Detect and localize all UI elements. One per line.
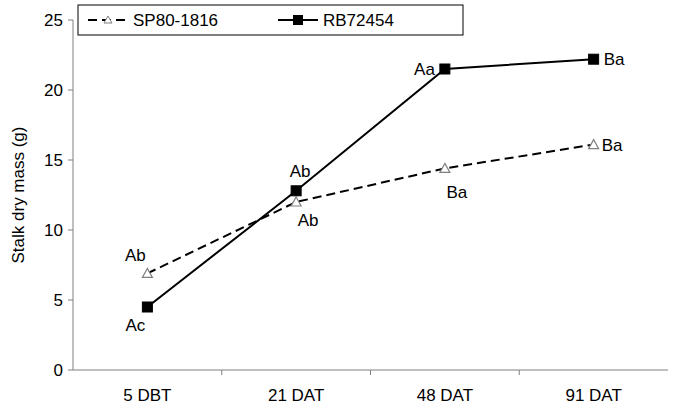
legend-label: RB72454 xyxy=(323,11,394,30)
y-tick xyxy=(68,20,73,21)
y-tick-label: 10 xyxy=(44,221,63,240)
x-tick xyxy=(221,370,222,375)
point-annotation: Ba xyxy=(602,136,623,155)
legend-marker xyxy=(104,16,112,23)
point-annotation: Aa xyxy=(414,60,435,79)
marker xyxy=(291,186,301,196)
marker xyxy=(440,64,450,74)
y-axis xyxy=(73,20,74,370)
x-tick-label: 21 DAT xyxy=(268,386,324,405)
legend-marker xyxy=(293,15,303,25)
marker xyxy=(440,163,450,172)
x-tick xyxy=(370,370,371,375)
legend-label: SP80-1816 xyxy=(133,11,218,30)
series-line xyxy=(147,59,593,307)
point-annotation: Ba xyxy=(604,50,625,69)
marker xyxy=(589,54,599,64)
point-annotation: Ac xyxy=(125,316,145,335)
y-tick-label: 25 xyxy=(44,11,63,30)
chart: 0 5 10 15 20 25 5 DBT 21 DAT 48 DAT 91 DAT Stalk d… xyxy=(0,0,673,417)
x-tick xyxy=(519,370,520,375)
marker xyxy=(589,140,599,149)
x-tick-label: 48 DAT xyxy=(417,386,473,405)
point-annotation: Ab xyxy=(298,211,319,230)
y-tick xyxy=(68,300,73,301)
y-tick-label: 20 xyxy=(44,81,63,100)
y-tick-label: 15 xyxy=(44,151,63,170)
y-tick xyxy=(68,370,73,371)
x-tick-label: 5 DBT xyxy=(123,386,171,405)
point-annotation: Ab xyxy=(125,246,146,265)
y-tick-label: 0 xyxy=(54,361,63,380)
y-axis-label: Stalk dry mass (g) xyxy=(9,127,28,264)
y-tick-label: 5 xyxy=(54,291,63,310)
marker xyxy=(142,302,152,312)
plot-area xyxy=(142,54,598,312)
legend-box xyxy=(78,5,463,35)
x-tick-label: 91 DAT xyxy=(565,386,621,405)
point-annotation: Ba xyxy=(446,183,467,202)
y-tick xyxy=(68,90,73,91)
y-tick xyxy=(68,230,73,231)
marker xyxy=(291,197,301,206)
marker xyxy=(142,268,152,277)
point-annotation: Ab xyxy=(290,162,311,181)
legend: SP80-1816 RB72454 xyxy=(78,5,463,35)
y-tick xyxy=(68,160,73,161)
